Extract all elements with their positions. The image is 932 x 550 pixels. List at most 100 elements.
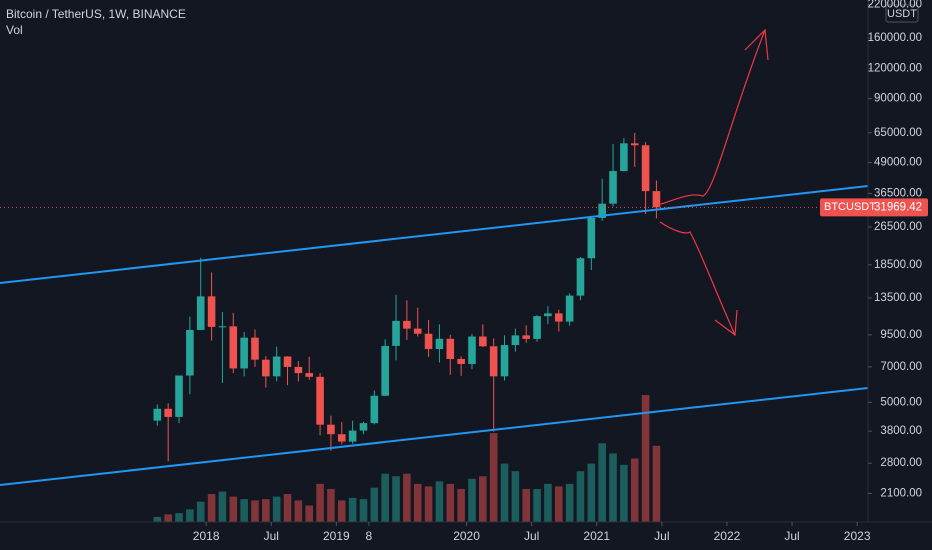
y-tick-label: 120000.00 [868, 62, 922, 74]
y-tick-label: 49000.00 [874, 156, 922, 168]
volume-bar [348, 497, 357, 522]
candle-body [175, 375, 183, 417]
volume-bar [392, 476, 400, 522]
x-tick-label: Jul [784, 529, 799, 543]
candle-body [413, 328, 422, 334]
volume-bar [207, 494, 216, 522]
y-tick-label: 2100.00 [880, 487, 922, 499]
drawing [657, 28, 769, 337]
last-price-label: 31969.42 [874, 201, 922, 213]
volume-bar [196, 501, 205, 522]
volume-bar [500, 463, 509, 522]
volume-bar [381, 473, 389, 522]
candle-body [294, 366, 303, 374]
y-tick-label: 26500.00 [874, 221, 922, 233]
candle-body [598, 203, 606, 218]
volume-bar [576, 471, 585, 522]
arrow-head [714, 309, 738, 337]
x-tick-label: 2023 [844, 529, 871, 543]
x-tick-label: Jul [524, 529, 539, 543]
y-tick-label: 3800.00 [880, 425, 922, 437]
x-tick-label: 8 [366, 529, 373, 543]
candle-body [196, 296, 205, 330]
volume-bar [316, 483, 324, 522]
candle-body [576, 258, 585, 296]
trend-line [0, 387, 869, 486]
x-tick-label: 2019 [323, 529, 350, 543]
candle-body [272, 356, 281, 377]
volume-bar [218, 491, 227, 522]
candle-body [620, 143, 628, 172]
y-tick-label: 7000.00 [880, 361, 922, 373]
candle-body [283, 356, 292, 367]
candle-body [544, 313, 552, 317]
volume-bar [435, 481, 444, 522]
candle-body [609, 171, 617, 204]
candle-body [207, 296, 216, 327]
volume-bar [609, 453, 617, 522]
y-tick-label: 18500.00 [874, 259, 922, 271]
volume-bar [359, 499, 368, 522]
candle-body [446, 338, 455, 359]
volume-bar [565, 483, 574, 522]
candle-body [164, 408, 172, 417]
volume-bar [240, 499, 248, 522]
volume-bar [652, 445, 661, 522]
volume-bar [153, 516, 162, 522]
arrow-down [659, 221, 736, 336]
volume-bar [164, 514, 172, 522]
x-tick-label: 2021 [583, 529, 610, 543]
volume-bar [424, 486, 433, 522]
candle-body [435, 338, 444, 350]
volume-bar [175, 513, 183, 522]
volume-bar [641, 395, 650, 522]
volume-bar [413, 483, 422, 522]
volume-bar [186, 509, 194, 522]
volume-bar [337, 500, 346, 522]
arrow-head [744, 28, 769, 61]
candle-body [316, 376, 324, 425]
volume-bar [294, 500, 303, 522]
volume-bar [489, 433, 498, 522]
y-tick-label: 220000.00 [868, 0, 922, 11]
trend-line [0, 185, 869, 284]
candle-body [554, 313, 563, 322]
candle-body [565, 295, 574, 322]
candle-body [587, 217, 596, 259]
x-tick-label: Jul [654, 529, 669, 543]
x-tick-label: Jul [264, 529, 279, 543]
candle-body [511, 335, 520, 346]
candle-body [479, 336, 487, 347]
candle-body [153, 408, 162, 421]
candle-body [251, 337, 259, 360]
volume-bar [544, 483, 552, 522]
candle-body [392, 320, 400, 346]
x-tick-label: 2022 [714, 529, 741, 543]
volume-bar [533, 488, 541, 522]
price-tag [820, 198, 928, 217]
candle-body [457, 358, 465, 364]
volume-bar [468, 478, 476, 522]
volume-bar [630, 458, 639, 522]
candle-body [186, 329, 194, 376]
candle-body [240, 337, 248, 369]
x-tick-label: 2020 [453, 529, 480, 543]
volume-bar [262, 499, 270, 522]
volume-bar [522, 488, 531, 522]
candle-body [218, 326, 227, 328]
x-tick-label: 2018 [193, 529, 220, 543]
candle-body [337, 434, 346, 442]
y-tick-label: 36500.00 [874, 187, 922, 199]
candle-body [403, 320, 411, 329]
volume-bar [457, 488, 465, 522]
y-tick-label: 9500.00 [880, 329, 922, 341]
volume-bar [283, 494, 292, 522]
candle-body [652, 191, 661, 208]
volume-bar [587, 463, 596, 522]
candle-body [424, 333, 433, 350]
y-tick-label: 65000.00 [874, 127, 922, 139]
volume-bar [327, 488, 335, 522]
volume-bar [403, 473, 411, 522]
candle-body [359, 423, 368, 431]
